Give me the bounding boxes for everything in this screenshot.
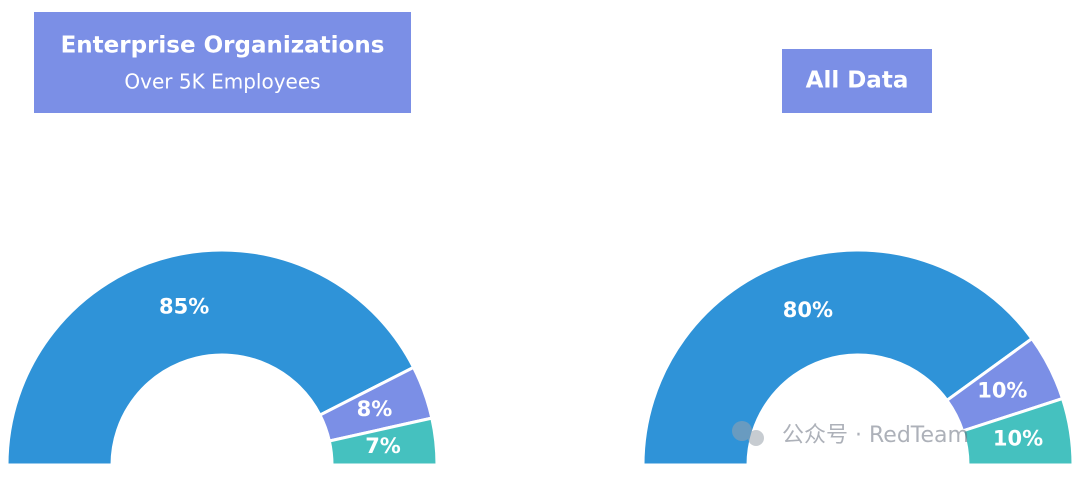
chart-title: Enterprise Organizations: [61, 33, 385, 59]
chart-title: All Data: [806, 68, 909, 94]
data-label: 85%: [159, 294, 209, 318]
data-label: 8%: [357, 397, 393, 421]
donut-segment: [327, 416, 439, 467]
title-box: [782, 49, 932, 113]
donut-segment: [641, 248, 1035, 467]
watermark-icon: [748, 430, 764, 446]
donut-segment: [5, 248, 416, 467]
data-label: 10%: [977, 378, 1027, 402]
watermark-text: 公众号 · RedTeam: [782, 423, 969, 448]
watermark: 公众号 · RedTeam: [732, 421, 969, 448]
data-label: 10%: [993, 427, 1043, 451]
donut-segment: [960, 396, 1075, 467]
watermark-icon: [732, 421, 752, 441]
title-box: [34, 12, 411, 113]
data-label: 80%: [783, 298, 833, 322]
chart-subtitle: Over 5K Employees: [124, 70, 320, 94]
data-label: 7%: [365, 434, 401, 458]
